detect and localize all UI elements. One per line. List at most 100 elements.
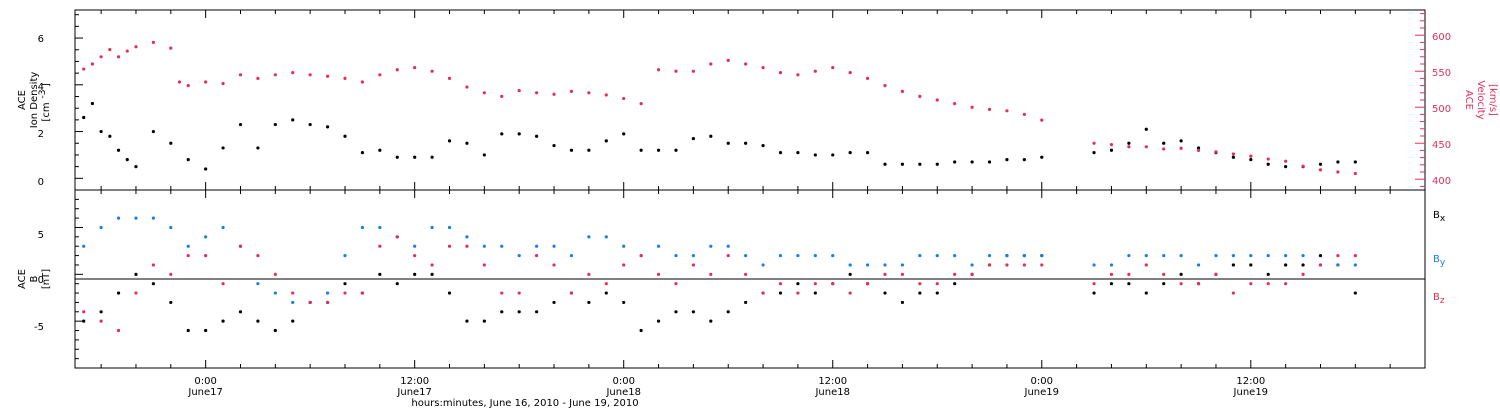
- by-point: [1127, 253, 1131, 258]
- bz-point: [378, 244, 382, 248]
- by-point: [848, 263, 852, 267]
- density-point: [325, 125, 330, 129]
- density-point: [500, 132, 504, 136]
- by-point: [1353, 263, 1357, 267]
- velocity-point: [430, 69, 434, 73]
- bz-point: [987, 263, 992, 267]
- bz-point: [1092, 282, 1096, 286]
- density-point: [656, 148, 661, 152]
- by-point: [726, 244, 730, 248]
- density-point: [482, 153, 486, 157]
- velocity-point: [204, 80, 208, 84]
- bx-point: [935, 291, 939, 295]
- velocity-point: [813, 69, 817, 73]
- velocity-point: [125, 49, 129, 53]
- bz-point: [482, 263, 486, 267]
- density-point: [744, 141, 748, 145]
- velocity-point: [177, 80, 182, 84]
- density-point: [90, 101, 95, 106]
- velocity-point: [552, 92, 556, 96]
- velocity-point: [709, 62, 713, 66]
- bz-point: [848, 291, 852, 295]
- by-point: [413, 244, 417, 248]
- velocity-point: [169, 46, 173, 50]
- by-point: [1196, 263, 1201, 267]
- bz-point: [569, 291, 574, 295]
- bz-point: [1301, 272, 1305, 276]
- density-point: [1249, 158, 1253, 162]
- density-point: [360, 150, 365, 155]
- bz-point: [1353, 253, 1357, 258]
- bz-point: [639, 253, 643, 258]
- velocity-point: [639, 102, 643, 106]
- x-tick-labels: 0:00June1712:00June170:00June1812:00June…: [187, 376, 1268, 398]
- bx-point: [482, 319, 486, 323]
- velocity-point: [1144, 145, 1148, 149]
- bz-point: [831, 282, 835, 286]
- bz-point: [726, 253, 730, 258]
- bz-point: [1040, 263, 1044, 267]
- bx-point: [430, 272, 434, 276]
- bz-point: [796, 291, 800, 295]
- velocity-point: [604, 93, 608, 97]
- bz-point: [238, 244, 243, 248]
- by-point: [291, 300, 295, 305]
- bz-point: [535, 253, 539, 258]
- density-point: [1127, 141, 1131, 145]
- bz-point: [604, 282, 608, 286]
- bz-point: [656, 272, 661, 276]
- by-point: [813, 253, 817, 258]
- bx-point: [465, 319, 469, 323]
- by-point: [447, 225, 452, 230]
- bz-point: [691, 263, 695, 267]
- bz-point: [517, 291, 521, 295]
- by-point: [761, 263, 765, 267]
- by-point: [517, 253, 521, 258]
- bx-point: [1127, 282, 1131, 286]
- density-point: [970, 160, 974, 164]
- by-point: [970, 263, 974, 267]
- velocity-point: [1231, 152, 1235, 156]
- bz-point: [291, 291, 295, 295]
- velocity-point: [108, 48, 112, 52]
- bz-point: [552, 263, 556, 267]
- top-left-tick-label: 2: [38, 129, 44, 140]
- velocity-point: [378, 73, 382, 77]
- by-point: [273, 291, 277, 295]
- bx-point: [604, 291, 608, 295]
- bz-point: [99, 319, 103, 323]
- top-left-ylabel-line1: ACE: [17, 90, 28, 110]
- by-point: [1179, 253, 1183, 258]
- bz-point: [116, 328, 121, 333]
- x-tick-date: June18: [605, 387, 641, 398]
- bz-point: [1022, 263, 1026, 267]
- velocity-point: [90, 62, 95, 66]
- by-point: [953, 253, 957, 258]
- density-point: [587, 148, 591, 152]
- by-point: [865, 263, 870, 267]
- tick-marks: [75, 10, 1425, 368]
- density-point: [221, 146, 225, 150]
- bx-point: [639, 328, 643, 333]
- top-right-tick-label: 450: [1432, 140, 1451, 151]
- bx-point: [1092, 291, 1096, 295]
- by-point: [465, 235, 469, 239]
- density-point: [1266, 162, 1270, 166]
- by-point: [604, 235, 608, 239]
- density-point: [831, 153, 835, 157]
- x-tick-label: 0:00: [194, 376, 216, 387]
- bz-point: [953, 272, 957, 276]
- bx-point: [726, 310, 730, 314]
- by-point: [1109, 263, 1114, 267]
- velocity-point: [744, 62, 748, 66]
- by-point: [1005, 253, 1009, 258]
- bx-point: [186, 328, 190, 333]
- bx-point: [413, 272, 417, 276]
- by-point: [186, 244, 190, 248]
- velocity-point: [134, 45, 138, 49]
- velocity-point: [447, 76, 452, 80]
- velocity-point: [151, 40, 155, 45]
- density-point: [1179, 139, 1183, 143]
- bz-point: [500, 291, 504, 295]
